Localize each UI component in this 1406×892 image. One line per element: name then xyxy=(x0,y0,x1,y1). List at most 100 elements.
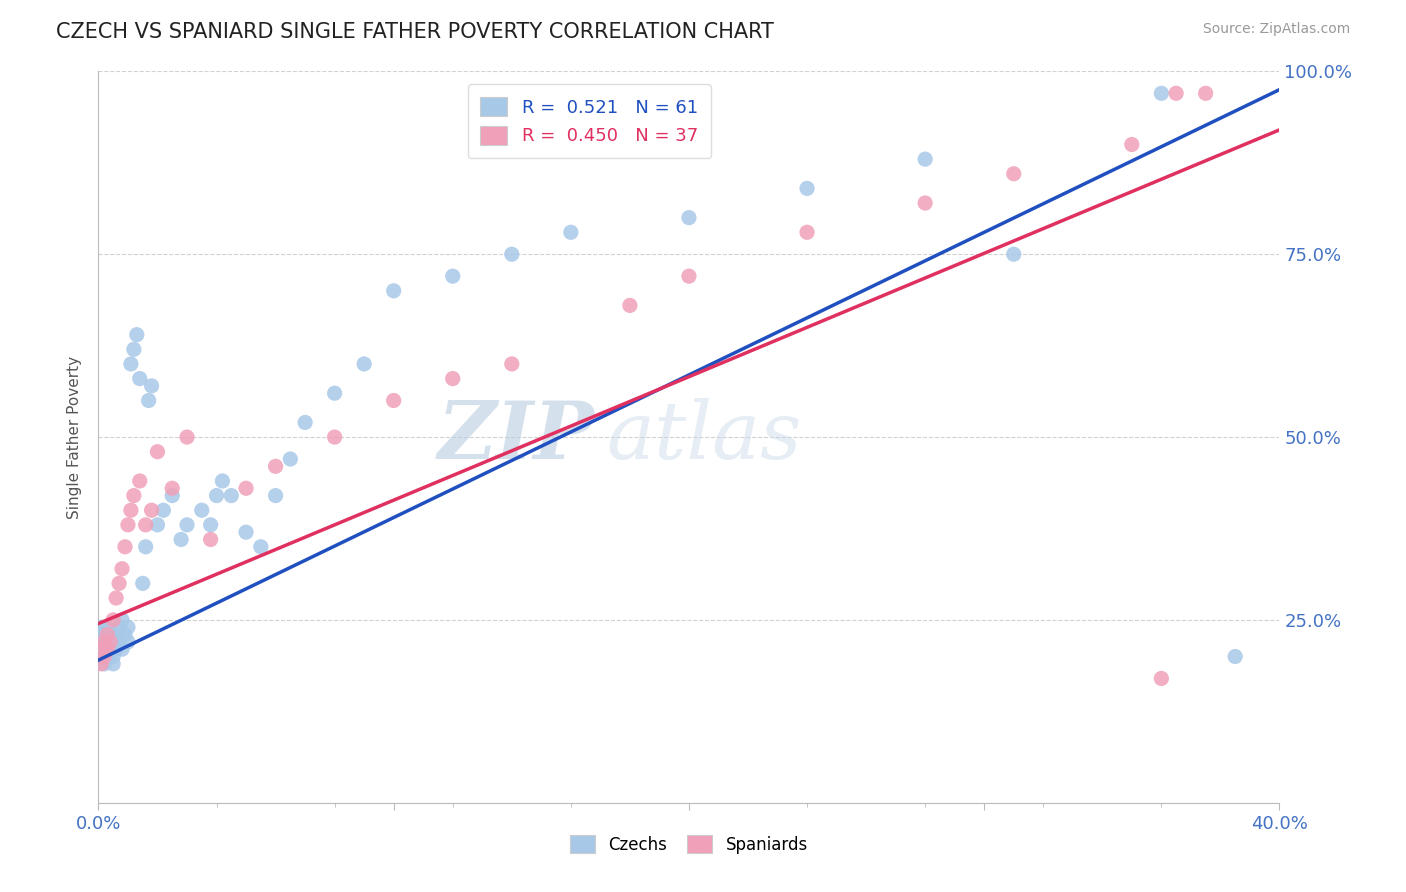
Point xyxy=(105,642,128,657)
Point xyxy=(111,642,134,657)
Point xyxy=(1150,672,1173,686)
Point xyxy=(323,386,346,401)
Point xyxy=(200,517,222,532)
Point xyxy=(796,225,818,239)
Point xyxy=(103,613,125,627)
Point xyxy=(176,430,198,444)
Point xyxy=(323,430,346,444)
Point xyxy=(114,540,136,554)
Point xyxy=(132,576,155,591)
Point xyxy=(264,489,287,503)
Point xyxy=(1195,87,1218,101)
Point xyxy=(90,657,112,671)
Point xyxy=(90,649,112,664)
Point xyxy=(90,627,112,641)
Point xyxy=(152,503,174,517)
Point xyxy=(501,357,523,371)
Point xyxy=(108,635,131,649)
Point xyxy=(93,635,115,649)
Point xyxy=(120,503,142,517)
Point xyxy=(98,635,121,649)
Point xyxy=(90,620,112,634)
Point xyxy=(93,635,115,649)
Point xyxy=(264,459,287,474)
Point xyxy=(1121,137,1143,152)
Point xyxy=(1150,87,1173,101)
Point xyxy=(114,627,136,641)
Point xyxy=(191,503,214,517)
Point xyxy=(93,642,115,657)
Point xyxy=(90,635,112,649)
Point xyxy=(117,620,139,634)
Y-axis label: Single Father Poverty: Single Father Poverty xyxy=(67,356,83,518)
Point xyxy=(111,613,134,627)
Point xyxy=(135,517,157,532)
Point xyxy=(128,371,150,385)
Point xyxy=(1225,649,1247,664)
Point xyxy=(117,635,139,649)
Point xyxy=(93,627,115,641)
Point xyxy=(146,517,169,532)
Point xyxy=(96,635,118,649)
Point xyxy=(914,152,936,166)
Point xyxy=(205,489,228,503)
Point xyxy=(162,481,183,495)
Point xyxy=(122,489,145,503)
Point xyxy=(141,379,163,393)
Point xyxy=(103,657,125,671)
Point xyxy=(125,327,148,342)
Point xyxy=(146,444,169,458)
Point xyxy=(120,357,142,371)
Point xyxy=(619,298,641,312)
Point xyxy=(1002,247,1025,261)
Point xyxy=(105,627,128,641)
Point xyxy=(211,474,233,488)
Point xyxy=(678,269,700,284)
Point xyxy=(796,181,818,195)
Point xyxy=(441,269,464,284)
Point xyxy=(280,452,302,467)
Point xyxy=(170,533,193,547)
Point xyxy=(501,247,523,261)
Point xyxy=(103,649,125,664)
Point xyxy=(96,627,118,641)
Point xyxy=(221,489,243,503)
Point xyxy=(235,525,257,540)
Text: atlas: atlas xyxy=(606,399,801,475)
Point xyxy=(135,540,157,554)
Point xyxy=(235,481,257,495)
Point xyxy=(294,416,316,430)
Point xyxy=(90,642,112,657)
Point xyxy=(138,393,160,408)
Text: Source: ZipAtlas.com: Source: ZipAtlas.com xyxy=(1202,22,1350,37)
Point xyxy=(914,196,936,211)
Point xyxy=(93,657,115,671)
Point xyxy=(560,225,582,239)
Point xyxy=(103,635,125,649)
Point xyxy=(96,649,118,664)
Point xyxy=(162,489,183,503)
Point xyxy=(353,357,375,371)
Legend: Czechs, Spaniards: Czechs, Spaniards xyxy=(564,829,814,860)
Point xyxy=(98,627,121,641)
Point xyxy=(108,576,131,591)
Point xyxy=(678,211,700,225)
Point xyxy=(200,533,222,547)
Text: ZIP: ZIP xyxy=(437,399,595,475)
Point xyxy=(96,642,118,657)
Point xyxy=(93,649,115,664)
Point xyxy=(382,284,405,298)
Point xyxy=(1166,87,1188,101)
Point xyxy=(111,562,134,576)
Point xyxy=(108,620,131,634)
Point xyxy=(441,371,464,385)
Point xyxy=(96,620,118,634)
Point xyxy=(90,642,112,657)
Point xyxy=(128,474,150,488)
Point xyxy=(105,591,128,605)
Text: CZECH VS SPANIARD SINGLE FATHER POVERTY CORRELATION CHART: CZECH VS SPANIARD SINGLE FATHER POVERTY … xyxy=(56,22,775,42)
Point xyxy=(176,517,198,532)
Point xyxy=(122,343,145,357)
Point xyxy=(1002,167,1025,181)
Point xyxy=(117,517,139,532)
